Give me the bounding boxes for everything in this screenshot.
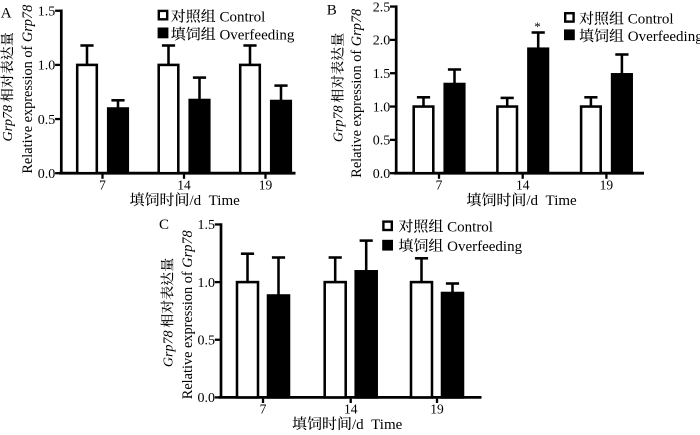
svg-text:Grp78: Grp78: [349, 9, 365, 46]
svg-text:2.0: 2.0: [373, 34, 391, 49]
svg-text:1.5: 1.5: [198, 218, 216, 233]
svg-text:1.0: 1.0: [373, 100, 391, 115]
svg-text:A: A: [1, 5, 12, 21]
svg-text:0.5: 0.5: [38, 113, 56, 128]
svg-text:*: *: [534, 19, 541, 34]
svg-text:14: 14: [177, 177, 191, 192]
svg-text:0.0: 0.0: [38, 167, 56, 182]
svg-text:0.0: 0.0: [373, 167, 391, 182]
svg-text:1.5: 1.5: [38, 5, 56, 20]
svg-text:B: B: [327, 3, 337, 19]
svg-text:7: 7: [99, 177, 106, 192]
svg-text:1.0: 1.0: [198, 276, 216, 291]
svg-text:/d Time: /d Time: [190, 193, 241, 209]
svg-text:C: C: [159, 217, 169, 233]
svg-text:0.5: 0.5: [373, 134, 391, 149]
svg-text:1.5: 1.5: [373, 67, 391, 82]
svg-text:Overfeeding: Overfeeding: [216, 27, 295, 43]
svg-text:Relative expression of: Relative expression of: [180, 268, 196, 399]
svg-text:14: 14: [344, 402, 358, 417]
svg-text:Control: Control: [624, 12, 674, 28]
svg-text:7: 7: [260, 402, 267, 417]
svg-text:Grp78: Grp78: [180, 230, 196, 267]
svg-text:19: 19: [430, 402, 444, 417]
svg-text:0.0: 0.0: [198, 391, 216, 406]
svg-text:/d Time: /d Time: [352, 417, 403, 430]
svg-text:1.0: 1.0: [38, 59, 56, 74]
svg-text:Control: Control: [443, 220, 493, 236]
svg-text:19: 19: [259, 177, 273, 192]
svg-text:14: 14: [516, 177, 530, 192]
svg-text:Relative expression of: Relative expression of: [349, 46, 365, 177]
svg-text:0.5: 0.5: [198, 334, 216, 349]
svg-text:/d Time: /d Time: [526, 193, 577, 209]
svg-text:Grp78: Grp78: [20, 5, 36, 42]
svg-text:Control: Control: [216, 10, 266, 26]
svg-text:Relative expression of: Relative expression of: [20, 42, 36, 173]
svg-text:19: 19: [600, 177, 614, 192]
svg-text:Overfeeding: Overfeeding: [443, 239, 522, 255]
svg-text:Overfeeding: Overfeeding: [624, 29, 700, 45]
svg-text:2.5: 2.5: [373, 0, 391, 15]
svg-text:Grp78: Grp78: [1, 105, 16, 142]
svg-text:Grp78: Grp78: [332, 106, 347, 143]
svg-text:7: 7: [436, 177, 443, 192]
svg-text:Grp78: Grp78: [161, 331, 176, 368]
